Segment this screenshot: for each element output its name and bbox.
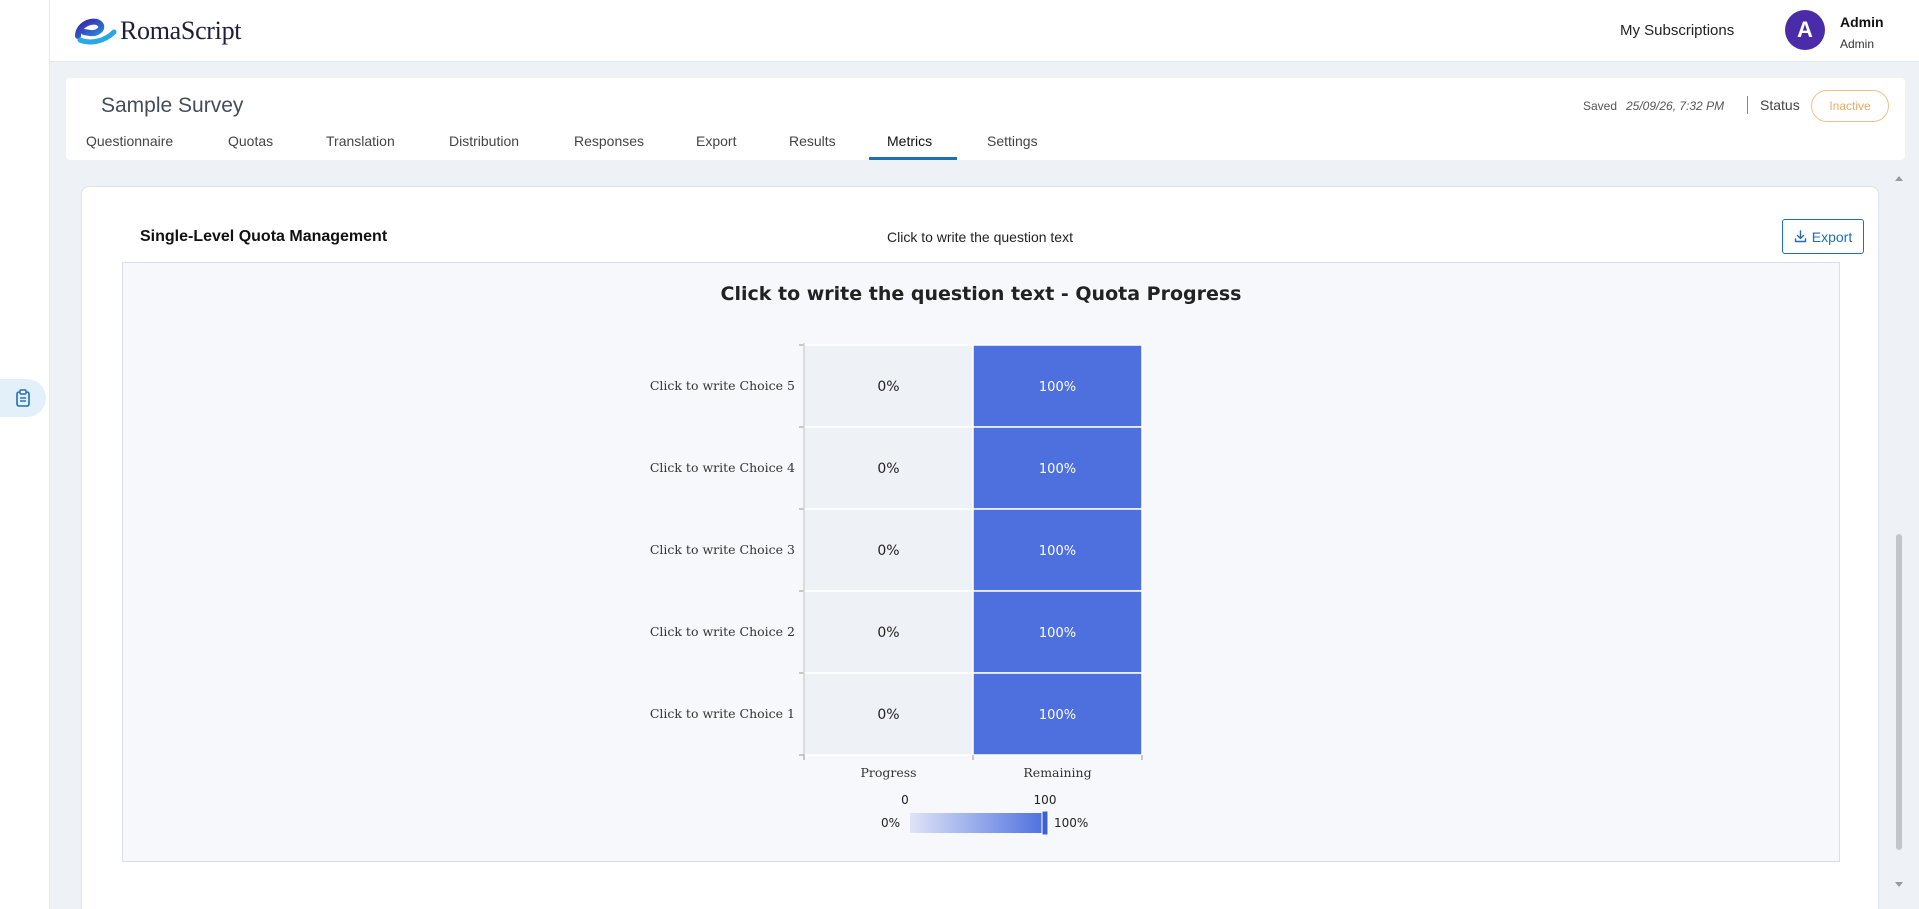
tab-results[interactable]: Results (789, 133, 836, 149)
cell-label: 0% (877, 707, 899, 723)
survey-title[interactable]: Sample Survey (101, 94, 244, 117)
cell-label: 100% (1039, 380, 1076, 395)
saved-label: Saved (1583, 99, 1618, 113)
color-scale-bar (910, 813, 1045, 833)
scale-min-tick: 0 (901, 793, 909, 807)
saved-time: 25/09/26, 7:32 PM (1626, 99, 1725, 113)
heatmap-cell (972, 426, 1143, 510)
tab-translation[interactable]: Translation (326, 133, 395, 149)
scale-min-label: 0% (881, 816, 900, 830)
heatmap-cell (803, 426, 974, 510)
cell-label: 0% (877, 543, 899, 559)
scrollbar[interactable] (1893, 172, 1905, 892)
row-label: Click to write Choice 5 (650, 378, 795, 393)
cell-label: 100% (1039, 462, 1076, 477)
scale-handle (1041, 810, 1049, 836)
tab-responses[interactable]: Responses (574, 133, 645, 149)
cell-label: 0% (877, 461, 899, 477)
question-header: Single-Level Quota Management Click to w… (122, 214, 1864, 261)
export-label: Export (1811, 228, 1853, 245)
row-label: Click to write Choice 3 (650, 542, 795, 557)
column-label: Remaining (1023, 765, 1091, 780)
cell-label: 0% (877, 379, 899, 395)
status-badge[interactable]: Inactive (1811, 90, 1889, 122)
scroll-up-icon[interactable] (1895, 176, 1903, 181)
chart-title: Click to write the question text - Quota… (720, 283, 1242, 305)
column-label: Progress (860, 765, 916, 780)
rail-item-surveys[interactable] (0, 379, 46, 417)
divider (1747, 96, 1748, 114)
user-role: Admin (1840, 37, 1875, 51)
app-logo[interactable]: RomaScript (74, 14, 242, 48)
scale-max-tick: 100 (1034, 793, 1057, 807)
clipboard-icon (16, 389, 30, 407)
avatar[interactable]: A (1785, 10, 1825, 50)
logo-text: RomaScript (120, 16, 242, 45)
cell-label: 100% (1039, 708, 1076, 723)
quota-chart: Click to write the question text - Quota… (122, 262, 1840, 862)
cell-label: 0% (877, 625, 899, 641)
row-label: Click to write Choice 2 (650, 624, 795, 639)
heatmap-cell (972, 590, 1143, 674)
tab-questionnaire[interactable]: Questionnaire (86, 133, 174, 149)
tab-distribution[interactable]: Distribution (449, 133, 520, 149)
metrics-card: Single-Level Quota Management Click to w… (81, 186, 1879, 909)
heatmap-cell (803, 590, 974, 674)
cell-label: 100% (1039, 626, 1076, 641)
scroll-thumb[interactable] (1896, 534, 1902, 850)
heatmap-svg: Click to write Choice 5 0% 100% Click to wr… (650, 343, 1143, 836)
question-text: Click to write the question text (887, 229, 1073, 245)
tab-settings[interactable]: Settings (987, 133, 1038, 149)
status-label: Status (1760, 97, 1800, 113)
row-label: Click to write Choice 4 (650, 460, 795, 475)
panel-title: Single-Level Quota Management (140, 228, 388, 245)
my-subscriptions-link[interactable]: My Subscriptions (1620, 22, 1735, 39)
tab-export[interactable]: Export (696, 133, 737, 149)
scale-max-label: 100% (1054, 816, 1088, 830)
tab-metrics[interactable]: Metrics (887, 133, 933, 149)
heatmap-cell (972, 672, 1143, 756)
export-button[interactable]: Export (1782, 219, 1864, 254)
cell-label: 100% (1039, 544, 1076, 559)
download-icon (1794, 230, 1806, 243)
left-rail (0, 0, 50, 909)
row-label: Click to write Choice 1 (650, 706, 795, 721)
survey-header: Sample Survey Saved 25/09/26, 7:32 PM St… (66, 78, 1905, 160)
scroll-down-icon[interactable] (1895, 882, 1903, 887)
active-tab-indicator (869, 157, 957, 160)
logo-mark-icon (75, 18, 117, 45)
tab-quotas[interactable]: Quotas (228, 133, 274, 149)
heatmap-cell (972, 344, 1143, 428)
user-name: Admin (1840, 14, 1884, 30)
top-bar: RomaScript My Subscriptions A Admin Admi… (50, 0, 1919, 62)
heatmap-cell (972, 508, 1143, 592)
